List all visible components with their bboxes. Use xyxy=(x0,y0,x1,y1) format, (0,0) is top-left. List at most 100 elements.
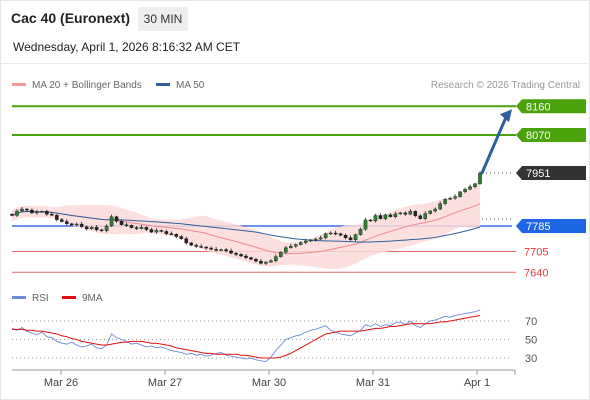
level-tag-text: 8070 xyxy=(526,130,550,142)
candle-up xyxy=(463,189,467,193)
candle-up xyxy=(293,244,298,247)
candle-up xyxy=(443,198,447,204)
candle-up xyxy=(473,183,477,187)
candle-down xyxy=(69,223,74,226)
candle-up xyxy=(383,214,388,219)
candle-up xyxy=(363,219,368,230)
credit-label: Research © 2026 Trading Central xyxy=(430,80,580,91)
candle-down xyxy=(244,255,248,258)
candle-up xyxy=(279,251,283,257)
candle-up xyxy=(313,238,318,241)
candle-up xyxy=(398,212,403,215)
candle-up xyxy=(40,211,44,213)
candle-up xyxy=(408,211,413,215)
level-tag-8160: 8160 xyxy=(516,99,586,114)
x-tick-label: Mar 31 xyxy=(356,377,390,389)
candle-up xyxy=(109,216,114,227)
candle-down xyxy=(333,232,338,235)
candle-up xyxy=(448,198,452,200)
level-tag-shape xyxy=(516,128,586,142)
legend-bollinger: MA 20 + Bollinger Bands xyxy=(12,80,142,91)
candle-up xyxy=(468,186,472,190)
candle-up xyxy=(433,208,437,212)
candle-down xyxy=(199,246,203,248)
legend-rsi-swatch xyxy=(12,295,26,299)
candle-down xyxy=(189,242,194,246)
candle-down xyxy=(403,212,408,215)
candle-down xyxy=(94,227,99,231)
candle-down xyxy=(179,236,184,239)
candle-up xyxy=(328,232,333,235)
candle-down xyxy=(164,231,169,234)
candle-down xyxy=(254,259,258,262)
candle-down xyxy=(388,214,393,217)
level-tag-shape xyxy=(516,219,586,233)
current-price-tag-text: 7951 xyxy=(526,168,550,180)
candle-down xyxy=(134,227,139,229)
datetime-label: Wednesday, April 1, 2026 8:16:32 AM CET xyxy=(13,40,241,54)
legend-ma50: MA 50 xyxy=(156,80,204,91)
candle-down xyxy=(418,215,423,219)
candle-down xyxy=(45,211,49,215)
candle-down xyxy=(413,211,418,216)
candle-up xyxy=(393,213,398,217)
candle-up xyxy=(423,213,428,219)
candle-up xyxy=(353,234,358,240)
candle-up xyxy=(284,247,288,253)
legend-ma50-swatch xyxy=(156,82,170,86)
candle-up xyxy=(20,208,24,212)
candle-down xyxy=(119,221,124,225)
candle-down xyxy=(64,221,69,224)
candle-down xyxy=(129,225,134,228)
candle-up xyxy=(438,203,442,210)
legend-rsi: RSI xyxy=(12,293,49,304)
candle-up xyxy=(89,227,94,230)
candle-up xyxy=(298,242,303,245)
candle-up xyxy=(35,211,39,214)
candle-up xyxy=(428,210,433,214)
candle-down xyxy=(214,249,218,251)
candle-up xyxy=(74,223,79,226)
level-tag-7785: 7785 xyxy=(516,219,586,233)
instrument-title: Cac 40 (Euronext) xyxy=(11,10,131,26)
legend-bollinger-label: MA 20 + Bollinger Bands xyxy=(32,80,142,91)
candle-down xyxy=(259,260,263,264)
rsi-tick-label: 30 xyxy=(525,353,537,365)
candle-down xyxy=(249,257,253,260)
legend-rsi-label: RSI xyxy=(32,293,49,304)
legend-bollinger-swatch xyxy=(12,82,26,86)
candle-up xyxy=(289,245,293,248)
candle-up xyxy=(458,191,462,197)
candle-down xyxy=(204,246,208,249)
candle-down xyxy=(124,224,129,226)
candle-down xyxy=(159,230,164,232)
candles xyxy=(10,171,482,265)
level-label-7705: 7705 xyxy=(524,247,548,259)
candle-down xyxy=(169,233,174,235)
candle-up xyxy=(318,237,323,240)
timeframe-badge[interactable]: 30 MIN xyxy=(138,7,188,31)
current-price-tag: 7951 xyxy=(516,165,586,180)
rsi-tick-label: 70 xyxy=(525,316,537,328)
candle-down xyxy=(338,233,343,236)
candle-down xyxy=(194,244,199,247)
bollinger-band-area xyxy=(12,178,480,270)
candle-up xyxy=(139,227,144,229)
header-divider xyxy=(0,63,590,64)
candle-down xyxy=(239,254,243,257)
candle-up xyxy=(453,196,457,199)
candle-up xyxy=(104,225,109,231)
rsi-ma-line xyxy=(12,314,481,359)
candle-down xyxy=(343,235,348,239)
candle-up xyxy=(15,210,19,216)
rsi-tick-label: 50 xyxy=(525,335,537,347)
candle-down xyxy=(50,213,54,216)
candle-down xyxy=(234,252,238,255)
candle-down xyxy=(209,247,213,250)
legend-rsi-ma: 9MA xyxy=(62,293,103,304)
target-arrow-head xyxy=(500,109,512,123)
level-tag-8070: 8070 xyxy=(516,128,586,142)
candle-up xyxy=(303,240,308,243)
current-price-tag-shape xyxy=(516,165,586,180)
candle-down xyxy=(59,219,64,222)
